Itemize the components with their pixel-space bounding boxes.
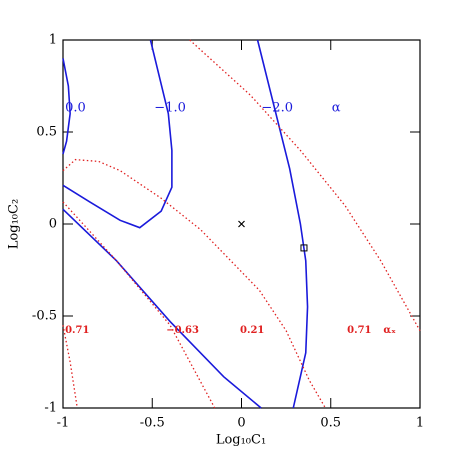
y-tick-label: -0.5 [32, 309, 57, 324]
contour-line [62, 158, 326, 409]
contour-label: 0.0 [65, 101, 86, 116]
x-tick-label: 0 [237, 416, 245, 431]
contour-line [62, 201, 216, 409]
contour-label: 0.71 [65, 325, 89, 336]
contour-label: 0.21 [240, 325, 264, 336]
y-tick-label: 0 [49, 217, 57, 232]
contour-line [62, 325, 78, 409]
contour-label: αₓ [383, 325, 396, 336]
contour-line [256, 39, 309, 409]
x-tick-label: -0.5 [140, 416, 165, 431]
contour-label: 0.71 [347, 325, 371, 336]
contour-line [62, 208, 262, 409]
y-tick-label: 0.5 [36, 125, 57, 140]
y-tick-label: -1 [44, 401, 57, 416]
y-axis-label: Log₁₀C₂ [7, 199, 22, 249]
contour-line [62, 39, 173, 229]
y-tick-label: 1 [49, 33, 57, 48]
x-axis-label: Log₁₀C₁ [216, 433, 266, 448]
contour-line [62, 58, 71, 155]
contour-label: α [332, 101, 341, 116]
contour-line [189, 39, 421, 332]
contour-label: −1.0 [154, 101, 186, 116]
x-tick-label: 1 [416, 416, 424, 431]
x-tick-label: -1 [57, 416, 70, 431]
marker-square [300, 244, 308, 252]
x-tick-label: 0.5 [320, 416, 341, 431]
contour-label: −2.0 [261, 101, 293, 116]
marker-cross [238, 220, 245, 228]
contour-label: −0.63 [166, 325, 199, 336]
